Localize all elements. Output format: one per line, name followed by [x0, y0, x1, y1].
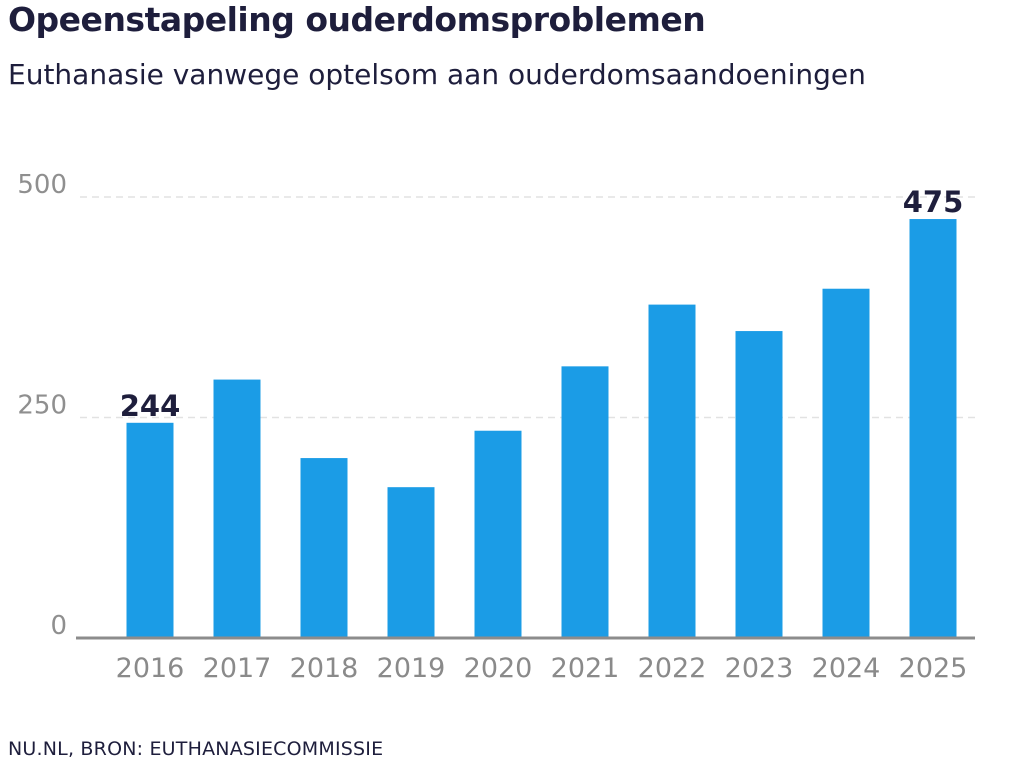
x-axis-ticks: 2016 2017 2018 2019 2020 2021 2022 2023 2024 2025	[116, 653, 968, 684]
x-tick-label: 2025	[899, 653, 968, 684]
x-tick-label: 2020	[464, 653, 533, 684]
y-axis-ticks: 0 250 500	[17, 170, 67, 641]
data-label-2016: 244	[120, 389, 181, 423]
bar-2025	[909, 219, 957, 639]
bar-2020	[474, 430, 522, 638]
y-tick-label: 0	[50, 611, 67, 641]
data-labels: 244 475	[120, 185, 964, 423]
x-tick-label: 2022	[638, 653, 707, 684]
data-label-2025: 475	[903, 185, 964, 219]
bar-2023	[735, 331, 783, 638]
chart-title: Opeenstapeling ouderdomsproblemen	[8, 0, 706, 39]
bar-2021	[561, 366, 609, 638]
x-tick-label: 2017	[203, 653, 272, 684]
source-note: NU.NL, BRON: EUTHANASIECOMMISSIE	[8, 738, 384, 760]
x-tick-label: 2019	[377, 653, 446, 684]
x-tick-label: 2018	[290, 653, 359, 684]
x-tick-label: 2024	[812, 653, 881, 684]
bar-2022	[648, 304, 696, 638]
x-tick-label: 2023	[725, 653, 794, 684]
y-tick-label: 500	[17, 170, 67, 200]
bar-2019	[387, 487, 435, 638]
bars	[126, 219, 957, 639]
chart-subtitle: Euthanasie vanwege optelsom aan ouderdom…	[8, 58, 866, 91]
bar-2016	[126, 422, 174, 638]
bar-2017	[213, 379, 261, 638]
bar-2018	[300, 458, 348, 638]
y-tick-label: 250	[17, 391, 67, 421]
bar-2024	[822, 288, 870, 638]
x-tick-label: 2021	[551, 653, 620, 684]
x-tick-label: 2016	[116, 653, 185, 684]
